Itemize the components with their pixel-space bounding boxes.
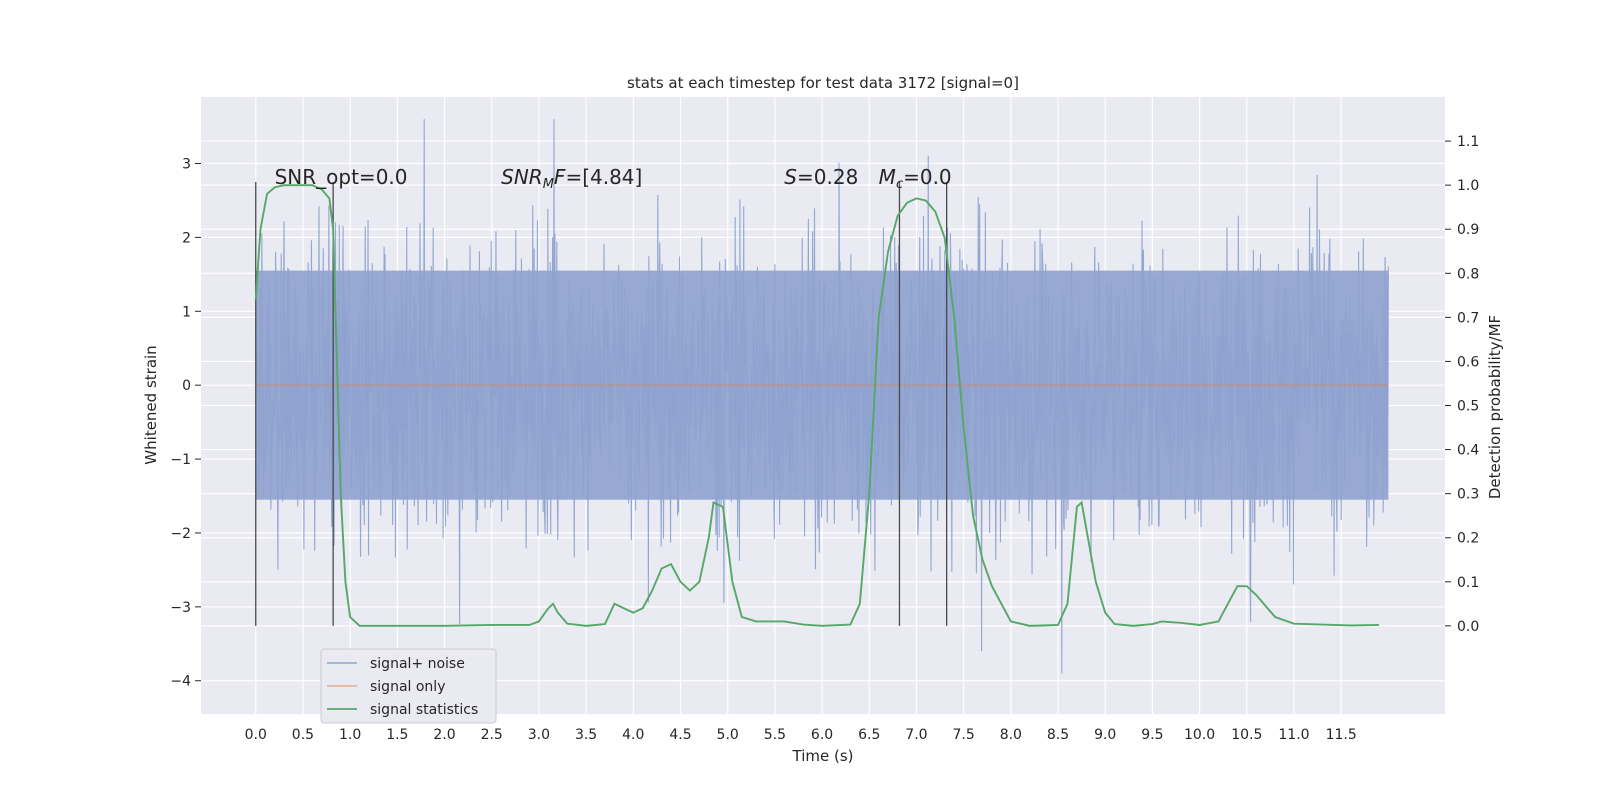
- y-tick-label-right: 0.0: [1457, 619, 1479, 635]
- x-axis-label: Time (s): [792, 747, 854, 765]
- x-tick-label: 6.5: [858, 727, 880, 743]
- legend-label-signal: signal only: [370, 679, 445, 695]
- x-tick-label: 5.0: [717, 727, 739, 743]
- y-tick-label-right: 0.2: [1457, 531, 1479, 547]
- series-signal-statistics: [254, 184, 1379, 627]
- y-tick-label-left: −2: [170, 526, 191, 542]
- legend-box: [320, 648, 497, 724]
- annotations: SNR_opt=0.0 SNRMF=[4.84] S=0.28 Mc=0.0: [275, 165, 952, 192]
- y-tick-label-right: 0.6: [1457, 354, 1479, 370]
- x-tick-label: 9.5: [1141, 727, 1163, 743]
- x-tick-label: 6.0: [811, 727, 833, 743]
- y-tick-label-right: 1.0: [1457, 178, 1479, 194]
- signal-statistics-line: [254, 184, 1379, 627]
- x-tick-label: 1.5: [386, 727, 408, 743]
- x-tick-label: 0.5: [292, 727, 314, 743]
- y-tick-label-right: 0.8: [1457, 266, 1479, 282]
- y-axis-label-right: Detection probability/MF: [1486, 315, 1504, 499]
- y-tick-label-right: 0.4: [1457, 443, 1479, 459]
- tick-labels: 0.0 0.5 1.0 1.5 2.0 2.5 3.0 3.5 4.0 4.5 5.0 5.5 6.0 6…: [170, 134, 1479, 743]
- annotation-s: S=0.28: [784, 165, 858, 189]
- annotation-snr-opt: SNR_opt=0.0: [275, 165, 408, 189]
- y-tick-label-left: 0: [182, 378, 191, 394]
- annotation-snr-mf: SNRMF=[4.84]: [501, 165, 642, 192]
- y-axis-label-left: Whitened strain: [142, 345, 160, 464]
- y-tick-label-left: 2: [182, 230, 191, 246]
- event-markers: [255, 181, 948, 626]
- x-tick-label: 9.0: [1094, 727, 1116, 743]
- y-tick-label-left: 3: [182, 157, 191, 173]
- legend-label-stats: signal statistics: [370, 702, 478, 718]
- x-tick-label: 4.5: [669, 727, 691, 743]
- x-tick-label: 2.0: [433, 727, 455, 743]
- y-tick-label-right: 0.3: [1457, 487, 1479, 503]
- annotation-mc: Mc=0.0: [879, 165, 952, 192]
- x-tick-label: 3.5: [575, 727, 597, 743]
- x-tick-label: 3.0: [528, 727, 550, 743]
- x-tick-label: 8.5: [1047, 727, 1069, 743]
- legend: signal+ noise signal only signal statist…: [320, 648, 497, 724]
- x-tick-label: 0.0: [245, 727, 267, 743]
- y-tick-label-right: 0.7: [1457, 310, 1479, 326]
- x-tick-label: 8.0: [1000, 727, 1022, 743]
- x-tick-label: 11.5: [1326, 727, 1357, 743]
- x-tick-label: 7.0: [905, 727, 927, 743]
- y-tick-label-left: 1: [182, 304, 191, 320]
- x-tick-label: 2.5: [481, 727, 503, 743]
- legend-label-noise: signal+ noise: [370, 656, 465, 672]
- y-tick-label-right: 0.5: [1457, 399, 1479, 415]
- chart-title: stats at each timestep for test data 317…: [627, 74, 1019, 92]
- y-tick-label-left: −4: [170, 674, 191, 690]
- y-tick-label-right: 1.1: [1457, 134, 1479, 150]
- x-tick-label: 11.0: [1278, 727, 1309, 743]
- y-tick-label-left: −1: [170, 452, 191, 468]
- x-tick-label: 10.0: [1184, 727, 1215, 743]
- y-tick-label-right: 0.9: [1457, 222, 1479, 238]
- y-tick-label-right: 0.1: [1457, 575, 1479, 591]
- x-tick-label: 10.5: [1231, 727, 1262, 743]
- x-tick-label: 5.5: [764, 727, 786, 743]
- y-tick-label-left: −3: [170, 600, 191, 616]
- x-tick-label: 4.0: [622, 727, 644, 743]
- x-tick-label: 1.0: [339, 727, 361, 743]
- x-tick-label: 7.5: [953, 727, 975, 743]
